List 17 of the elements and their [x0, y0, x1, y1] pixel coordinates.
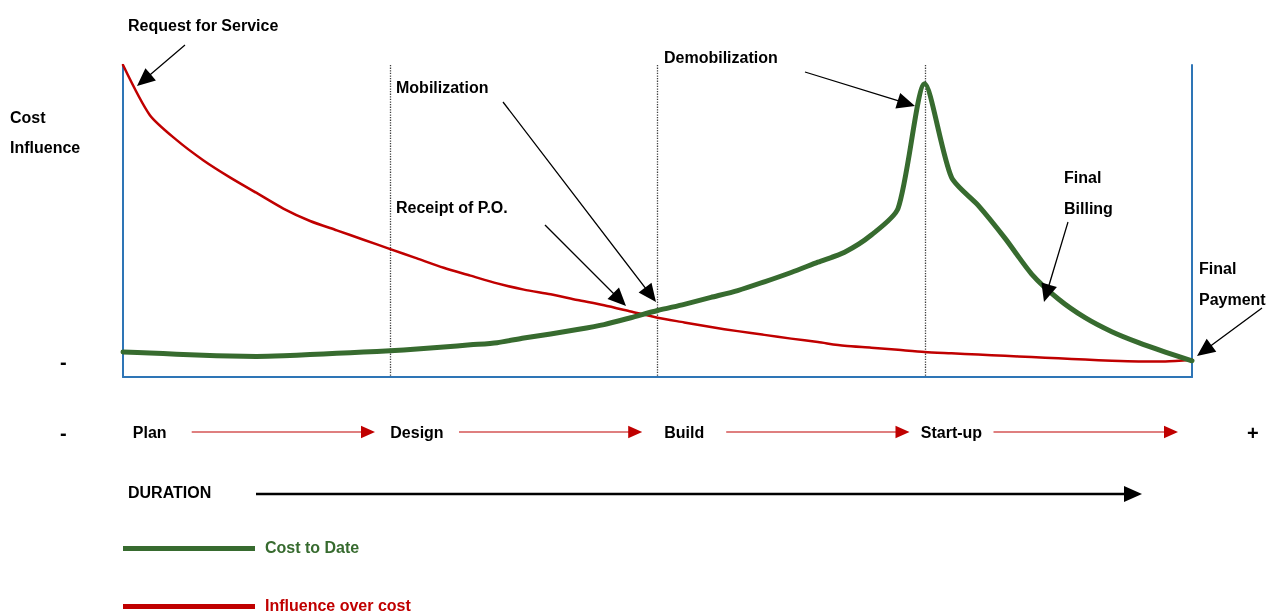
text: Final Payment [1199, 260, 1267, 308]
x-tick-label: Plan [132, 423, 167, 441]
text: Cost to Date [265, 539, 360, 557]
text: Influence over cost [265, 597, 411, 615]
annotation: Receipt of P.O. [396, 199, 508, 216]
annotation: Mobilization [396, 79, 489, 96]
text: - [60, 422, 67, 444]
y-axis-title: Cost Influence [10, 108, 81, 156]
text: Request for Service [128, 17, 279, 34]
text: + [1247, 422, 1259, 444]
text: - [60, 351, 67, 373]
annotation: Demobilization [664, 49, 778, 66]
x-tick-label: Start-up [920, 423, 983, 441]
x-tick-label: Design [390, 423, 444, 441]
x-tick-label: Build [664, 423, 705, 441]
x-axis-title: DURATION [128, 483, 212, 501]
annotation: Final Billing [1064, 169, 1113, 217]
